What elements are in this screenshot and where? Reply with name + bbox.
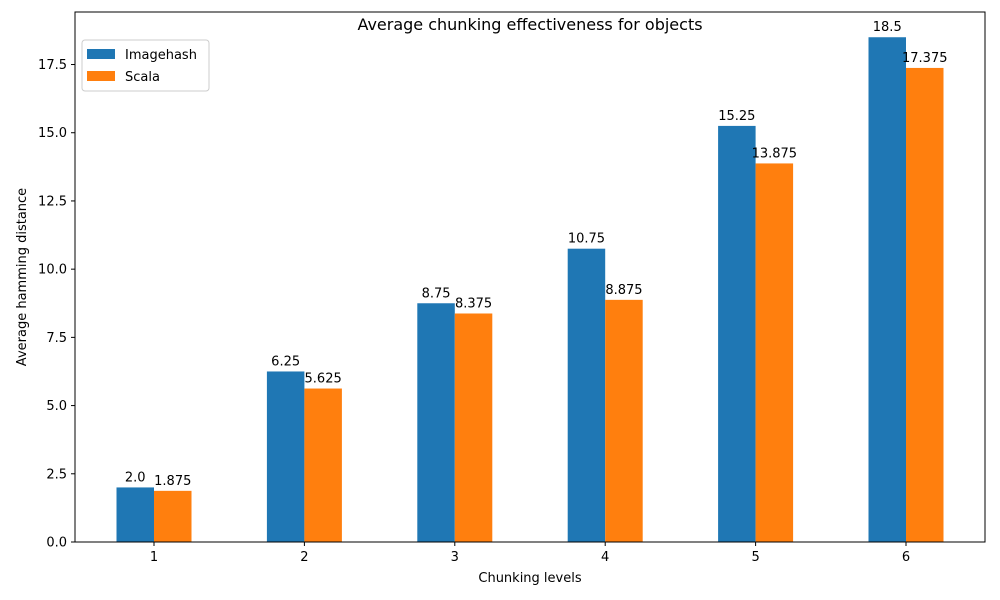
data-label-scala-5: 13.875 (752, 146, 798, 161)
x-tick-label-3: 3 (451, 550, 459, 565)
bar-scala-2 (304, 388, 342, 542)
y-axis: 0.0 2.5 5.0 7.5 10.0 12.5 15.0 17.5 (38, 58, 75, 551)
x-axis-label: Chunking levels (478, 571, 581, 586)
x-tick-label-2: 2 (300, 550, 308, 565)
data-label-scala-4: 8.875 (605, 283, 642, 298)
bar-imagehash-1 (116, 487, 154, 542)
x-tick-label-4: 4 (601, 550, 609, 565)
bar-imagehash-4 (567, 248, 606, 542)
bar-imagehash-6 (868, 37, 906, 543)
data-label-scala-3: 8.375 (455, 296, 492, 311)
legend: Imagehash Scala (81, 39, 210, 92)
y-tick-label-17.5: 17.5 (38, 58, 67, 73)
bar-scala-4 (605, 299, 643, 542)
y-tick-label-5.0: 5.0 (46, 399, 67, 414)
data-label-imagehash-2: 6.25 (271, 354, 300, 369)
data-label-scala-6: 17.375 (902, 51, 948, 66)
y-axis-label: Average hamming distance (15, 188, 30, 366)
legend-label-imagehash: Imagehash (125, 48, 197, 63)
legend-swatch-scala (87, 71, 115, 81)
x-axis: 1 2 3 4 5 6 (150, 542, 910, 565)
data-label-imagehash-5: 15.25 (718, 109, 755, 124)
y-tick-label-12.5: 12.5 (38, 194, 67, 209)
bar-scala-1 (154, 490, 192, 542)
bar-scala-6 (906, 67, 944, 543)
data-labels-group: 2.0 1.875 6.25 5.625 8.75 8.375 10.75 8.875 15.2… (125, 20, 948, 489)
data-label-scala-1: 1.875 (154, 474, 191, 489)
data-label-imagehash-4: 10.75 (568, 232, 605, 247)
bar-scala-5 (755, 163, 794, 542)
x-tick-label-6: 6 (902, 550, 910, 565)
plot-frame (74, 11, 986, 543)
bar-imagehash-5 (718, 125, 756, 542)
y-tick-label-10.0: 10.0 (38, 263, 67, 278)
data-label-imagehash-6: 18.5 (873, 20, 902, 35)
bars-group (116, 37, 944, 543)
y-tick-label-0.0: 0.0 (46, 536, 67, 551)
x-tick-label-5: 5 (751, 550, 759, 565)
y-tick-label-2.5: 2.5 (46, 467, 67, 482)
data-label-scala-2: 5.625 (305, 372, 342, 387)
legend-swatch-imagehash (87, 49, 115, 59)
bar-imagehash-3 (417, 303, 455, 542)
bar-imagehash-2 (266, 371, 305, 542)
data-label-imagehash-3: 8.75 (422, 286, 451, 301)
legend-label-scala: Scala (125, 70, 160, 85)
x-tick-label-1: 1 (150, 550, 158, 565)
chart-title: Average chunking effectiveness for objec… (357, 15, 702, 34)
data-label-imagehash-1: 2.0 (125, 470, 146, 485)
y-tick-label-15.0: 15.0 (38, 126, 67, 141)
bar-scala-3 (454, 313, 493, 542)
y-tick-label-7.5: 7.5 (46, 331, 67, 346)
